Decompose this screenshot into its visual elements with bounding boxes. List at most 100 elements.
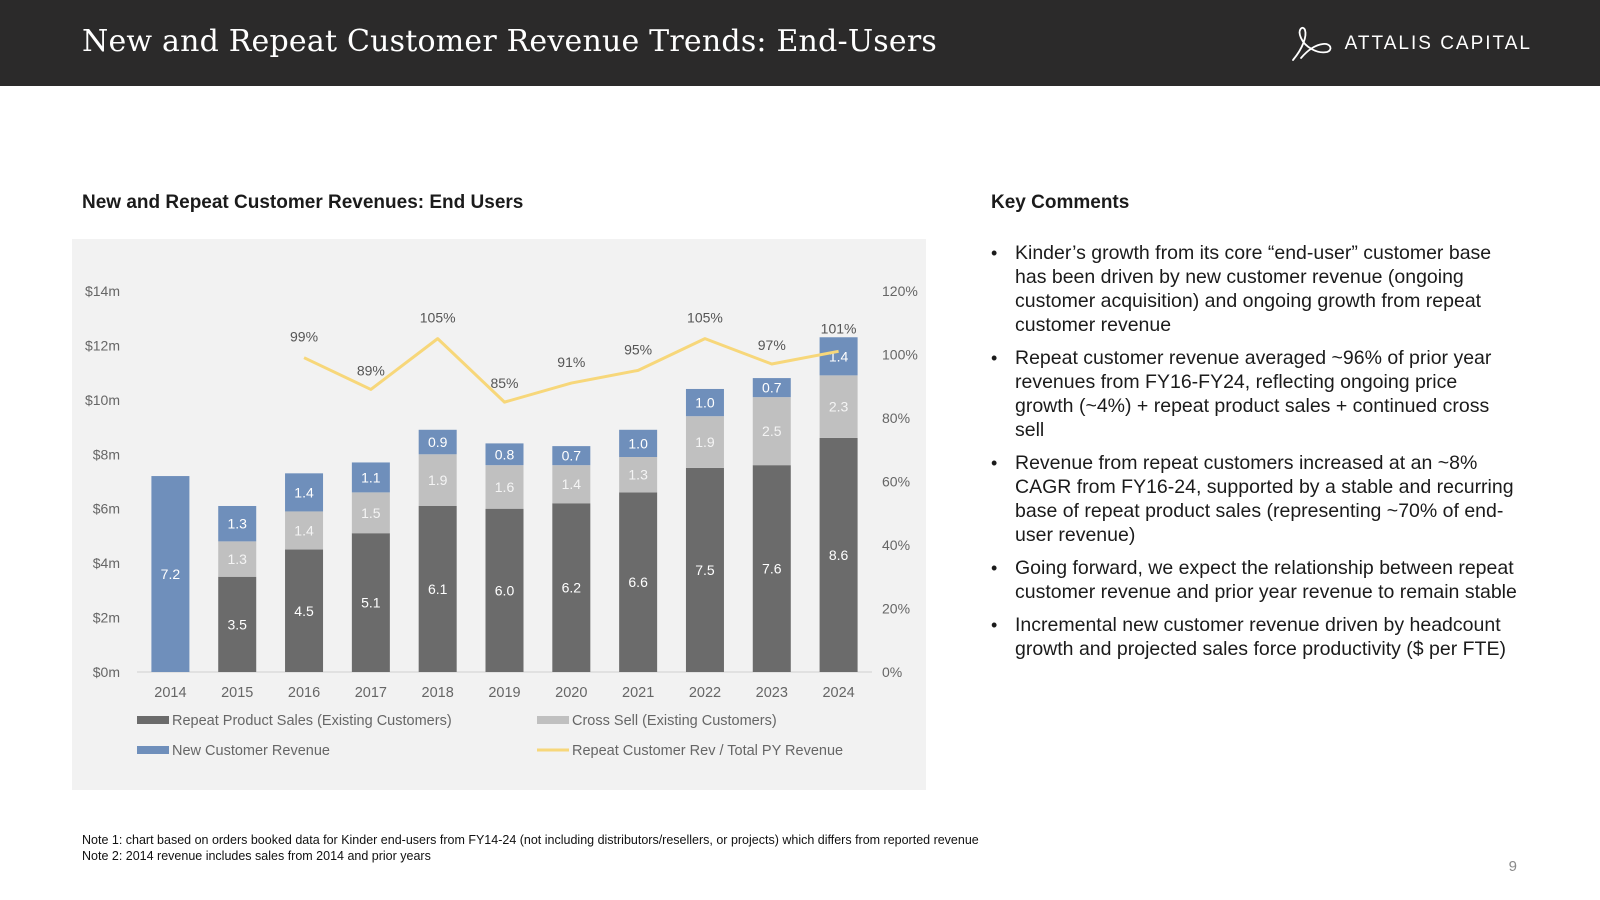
y-right-tick-label: 0% — [882, 664, 902, 680]
legend-swatch — [137, 716, 169, 724]
bar-segment — [752, 378, 791, 398]
comment-text: Revenue from repeat customers increased … — [1015, 452, 1514, 546]
bar-segment — [552, 446, 591, 466]
page-number: 9 — [1508, 858, 1517, 875]
bar-segment — [151, 476, 190, 672]
key-comments-list: • Kinder’s growth from its core “end-user… — [991, 241, 1521, 670]
y-left-tick-label: $2m — [93, 610, 120, 626]
bar-segment — [285, 511, 324, 550]
bullet-icon: • — [991, 615, 998, 635]
ratio-data-label: 97% — [758, 337, 786, 353]
bar-value-label: 1.6 — [495, 479, 515, 495]
bar-segment — [418, 429, 457, 455]
revenue-chart: $0m $2m $4m $6m $8m $10m $12m $14m 0% 20% 40% 60% 80… — [85, 283, 918, 759]
bar-value-label: 4.5 — [294, 603, 314, 619]
bar-segment — [819, 437, 858, 672]
note-1: Note 1: chart based on orders booked dat… — [82, 833, 979, 847]
chart-panel: $0m $2m $4m $6m $8m $10m $12m $14m 0% 20% 40% 60% 80… — [72, 239, 926, 790]
bar-segment — [752, 397, 791, 466]
y-left-tick-label: $4m — [93, 555, 120, 571]
bullet-icon: • — [991, 243, 998, 263]
bar-segment — [351, 492, 390, 534]
legend-label: Repeat Product Sales (Existing Customers… — [172, 713, 452, 729]
ratio-data-label: 91% — [557, 354, 585, 370]
comment-text: Repeat customer revenue averaged ~96% of… — [1015, 347, 1492, 441]
page-title: New and Repeat Customer Revenue Trends: … — [82, 24, 937, 59]
chart-section-title: New and Repeat Customer Revenues: End Us… — [82, 192, 524, 213]
footnotes: Note 1: chart based on orders booked dat… — [82, 832, 979, 864]
header-bar: New and Repeat Customer Revenue Trends: … — [0, 0, 1600, 86]
ratio-data-label: 105% — [687, 310, 723, 326]
ratio-data-label: 105% — [420, 310, 456, 326]
y-left-tick-label: $6m — [93, 501, 120, 517]
bar-segment — [485, 508, 524, 672]
bar-segment — [485, 465, 524, 509]
legend-label: Repeat Customer Rev / Total PY Revenue — [572, 743, 843, 759]
bar-value-label: 1.4 — [294, 522, 314, 538]
comment-item: • Kinder’s growth from its core “end-user… — [991, 241, 1521, 337]
bar-value-label: 1.3 — [227, 551, 247, 567]
bar-segment — [752, 465, 791, 672]
bar-segment — [685, 388, 724, 417]
x-tick-label: 2023 — [756, 685, 788, 701]
bar-value-label: 1.1 — [361, 469, 381, 485]
bar-segment — [619, 492, 658, 672]
bar-value-label: 1.4 — [562, 476, 582, 492]
comment-text: Kinder’s growth from its core “end-user”… — [1015, 242, 1492, 336]
bar-value-label: 8.6 — [829, 547, 849, 563]
bar-segment — [351, 533, 390, 672]
bar-segment — [218, 505, 257, 542]
comment-item: • Going forward, we expect the relationsh… — [991, 556, 1521, 604]
bar-segment — [418, 505, 457, 672]
bar-segment — [285, 549, 324, 672]
bar-value-label: 1.0 — [628, 435, 648, 451]
bar-segment — [685, 467, 724, 672]
x-tick-label: 2016 — [288, 685, 320, 701]
y-left-tick-label: $14m — [85, 283, 120, 299]
bar-segment — [285, 473, 324, 512]
bar-value-label: 0.7 — [762, 380, 782, 396]
bar-value-label: 7.2 — [161, 566, 181, 582]
y-left-tick-label: $12m — [85, 337, 120, 353]
bar-value-label: 1.3 — [628, 467, 648, 483]
comment-item: • Incremental new customer revenue driven… — [991, 613, 1521, 661]
bar-value-label: 1.5 — [361, 505, 381, 521]
ratio-data-label: 99% — [290, 329, 318, 345]
bar-segment — [619, 429, 658, 458]
legend-label: Cross Sell (Existing Customers) — [572, 713, 777, 729]
legend-label: New Customer Revenue — [172, 743, 330, 759]
bullet-icon: • — [991, 453, 998, 473]
legend-swatch — [537, 716, 569, 724]
comment-item: • Revenue from repeat customers increased… — [991, 451, 1521, 547]
bar-value-label: 7.6 — [762, 561, 782, 577]
bar-value-label: 6.0 — [495, 582, 515, 598]
ratio-data-label: 95% — [624, 341, 652, 357]
y-left-tick-label: $10m — [85, 392, 120, 408]
bar-value-label: 0.9 — [428, 434, 448, 450]
y-right-tick-label: 20% — [882, 601, 910, 617]
bar-segment — [485, 443, 524, 466]
bar-value-label: 5.1 — [361, 595, 381, 611]
bar-segment — [218, 541, 257, 577]
attalis-logo-icon — [1291, 26, 1332, 61]
x-tick-label: 2014 — [154, 685, 186, 701]
bar-value-label: 0.7 — [562, 448, 582, 464]
y-right-tick-label: 60% — [882, 474, 910, 490]
x-tick-label: 2017 — [355, 685, 387, 701]
bar-segment — [351, 462, 390, 493]
y-right-tick-label: 80% — [882, 410, 910, 426]
y-right-tick-label: 120% — [882, 283, 918, 299]
y-right-tick-label: 100% — [882, 347, 918, 363]
bar-value-label: 6.2 — [562, 580, 582, 596]
bar-value-label: 6.1 — [428, 581, 448, 597]
x-tick-label: 2021 — [622, 685, 654, 701]
bar-value-label: 2.5 — [762, 423, 782, 439]
ratio-data-label: 101% — [821, 320, 857, 336]
bar-value-label: 2.3 — [829, 399, 849, 415]
y-left-tick-label: $8m — [93, 446, 120, 462]
bar-value-label: 1.3 — [227, 516, 247, 532]
bar-value-label: 3.5 — [227, 616, 247, 632]
bar-value-label: 7.5 — [695, 562, 715, 578]
y-right-tick-label: 40% — [882, 537, 910, 553]
x-tick-label: 2020 — [555, 685, 587, 701]
